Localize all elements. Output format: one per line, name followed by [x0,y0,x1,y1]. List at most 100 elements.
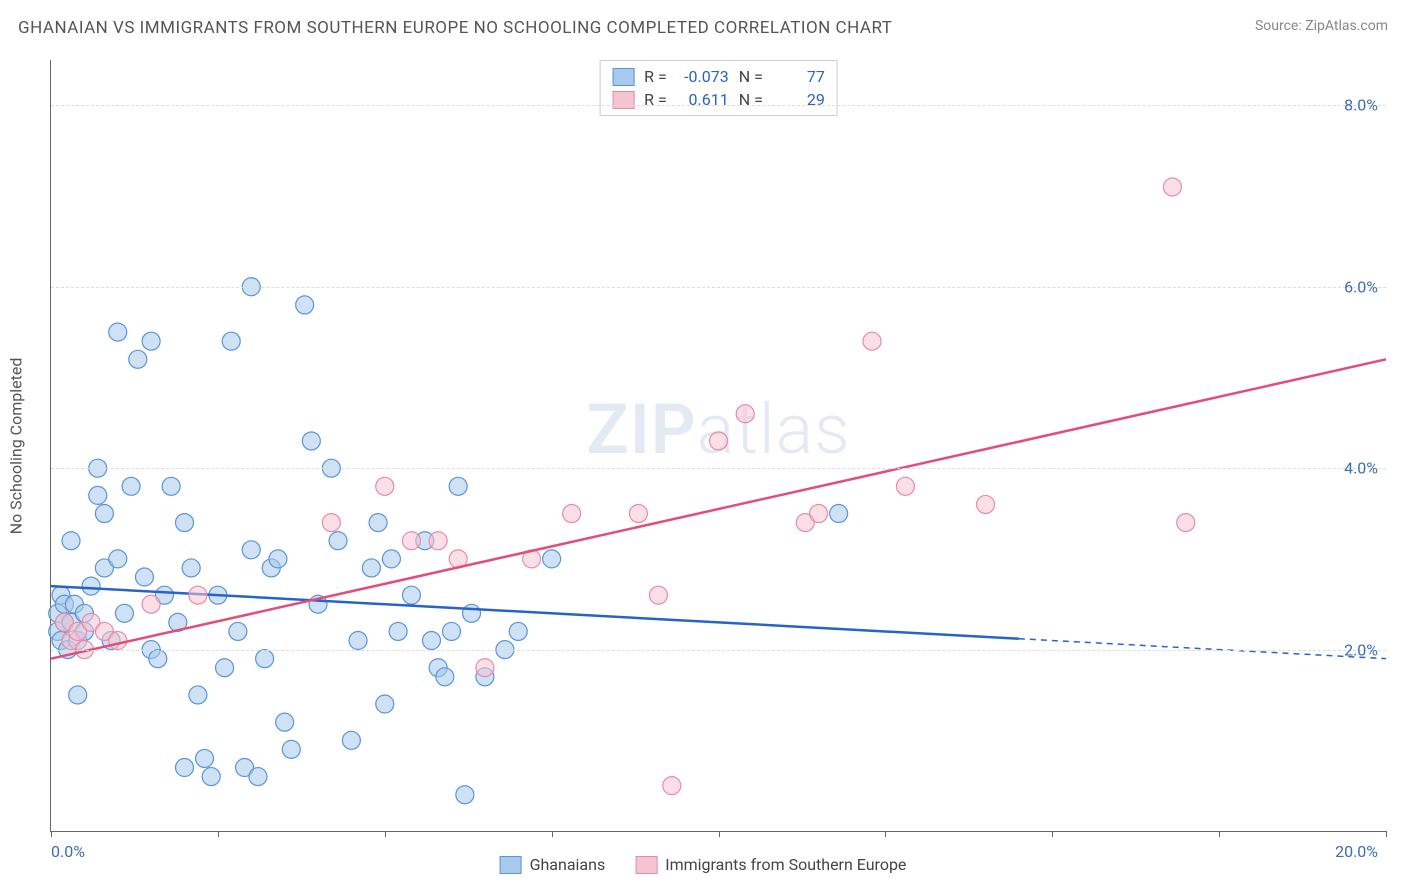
scatter-point [256,650,274,668]
x-tick [51,831,52,837]
gridline [51,468,1386,469]
scatter-point [863,332,881,350]
scatter-point [563,505,581,523]
scatter-point [362,559,380,577]
scatter-point [663,777,681,795]
scatter-point [109,323,127,341]
scatter-point [142,595,160,613]
scatter-point [89,486,107,504]
stats-row-1: R = -0.073 N = 77 [612,65,825,88]
legend-swatch-1 [500,856,522,874]
scatter-plot-svg [51,60,1386,831]
scatter-point [242,541,260,559]
legend-item-1: Ghanaians [500,855,606,874]
bottom-legend: Ghanaians Immigrants from Southern Europ… [500,855,907,874]
trend-line [51,359,1386,658]
stats-N-label-1: N = [739,67,763,86]
stats-legend-box: R = -0.073 N = 77 R = 0.611 N = 29 [599,60,838,116]
scatter-point [463,604,481,622]
x-tick [552,831,553,837]
scatter-point [1163,178,1181,196]
scatter-point [109,550,127,568]
y-tick-label: 6.0% [1344,277,1378,296]
scatter-point [389,622,407,640]
scatter-point [810,505,828,523]
scatter-point [269,550,287,568]
gridline [51,105,1386,106]
legend-item-2: Immigrants from Southern Europe [635,855,906,874]
scatter-point [376,477,394,495]
scatter-point [135,568,153,586]
x-tick-label: 20.0% [1335,842,1378,861]
stats-N-value-1: 77 [773,67,825,86]
y-tick-label: 8.0% [1344,96,1378,115]
scatter-point [122,477,140,495]
scatter-point [436,668,454,686]
scatter-point [736,405,754,423]
x-tick [885,831,886,837]
scatter-point [282,740,300,758]
scatter-point [342,731,360,749]
x-tick [1219,831,1220,837]
scatter-point [216,659,234,677]
scatter-point [182,559,200,577]
scatter-point [302,432,320,450]
legend-label-1: Ghanaians [530,855,606,874]
scatter-point [543,550,561,568]
scatter-point [176,759,194,777]
scatter-point [449,477,467,495]
scatter-point [176,514,194,532]
scatter-point [476,659,494,677]
scatter-point [322,514,340,532]
scatter-point [382,550,400,568]
scatter-point [422,632,440,650]
scatter-point [649,586,667,604]
scatter-point [109,632,127,650]
scatter-point [629,505,647,523]
scatter-point [349,632,367,650]
scatter-point [62,532,80,550]
scatter-point [189,586,207,604]
scatter-point [456,786,474,804]
scatter-point [710,432,728,450]
scatter-point [977,495,995,513]
scatter-point [276,713,294,731]
scatter-point [95,505,113,523]
scatter-point [196,749,214,767]
scatter-point [249,768,267,786]
scatter-point [142,332,160,350]
scatter-point [296,296,314,314]
scatter-point [376,695,394,713]
scatter-point [229,622,247,640]
swatch-series-1 [612,68,634,86]
scatter-point [369,514,387,532]
x-tick [385,831,386,837]
y-tick-label: 4.0% [1344,459,1378,478]
x-tick [719,831,720,837]
gridline [51,287,1386,288]
scatter-point [429,532,447,550]
y-tick-label: 2.0% [1344,640,1378,659]
x-tick [1386,831,1387,837]
scatter-point [149,650,167,668]
scatter-point [222,332,240,350]
scatter-point [443,622,461,640]
scatter-point [329,532,347,550]
y-axis-label: No Schooling Completed [7,358,26,535]
scatter-point [162,477,180,495]
scatter-point [202,768,220,786]
x-tick [218,831,219,837]
title-bar: GHANAIAN VS IMMIGRANTS FROM SOUTHERN EUR… [18,18,1388,38]
scatter-point [189,686,207,704]
chart-title: GHANAIAN VS IMMIGRANTS FROM SOUTHERN EUR… [18,18,892,38]
source-label: Source: ZipAtlas.com [1255,18,1388,34]
legend-swatch-2 [635,856,657,874]
scatter-point [69,686,87,704]
scatter-point [402,532,420,550]
scatter-point [82,577,100,595]
scatter-point [1177,514,1195,532]
scatter-point [509,622,527,640]
stats-row-2: R = 0.611 N = 29 [612,88,825,111]
stats-R-label-1: R = [644,67,667,86]
x-tick [1052,831,1053,837]
